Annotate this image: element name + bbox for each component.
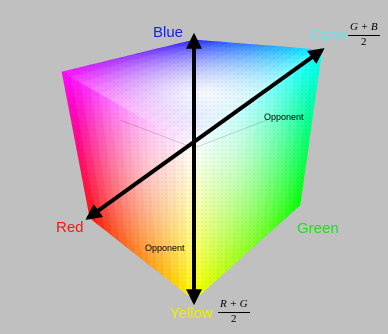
yellow-formula-numerator: R + G <box>218 298 250 313</box>
green-label: Green <box>297 220 339 237</box>
cyan-label: Cyan <box>311 27 347 44</box>
cyan-formula-numerator: G + B <box>348 21 380 36</box>
red-cyan-axis <box>85 48 325 220</box>
red-label: Red <box>56 219 84 236</box>
yellow-formula-denominator: 2 <box>231 312 237 325</box>
blue-label: Blue <box>153 24 184 41</box>
cyan-formula-denominator: 2 <box>361 35 367 48</box>
yellow-formula: R + G 2 <box>218 298 250 325</box>
opponent-label-upper: Opponent <box>264 112 304 122</box>
opponent-label-lower: Opponent <box>145 243 185 253</box>
yellow-label: Yellow <box>170 305 213 322</box>
cyan-formula: G + B 2 <box>348 21 380 48</box>
